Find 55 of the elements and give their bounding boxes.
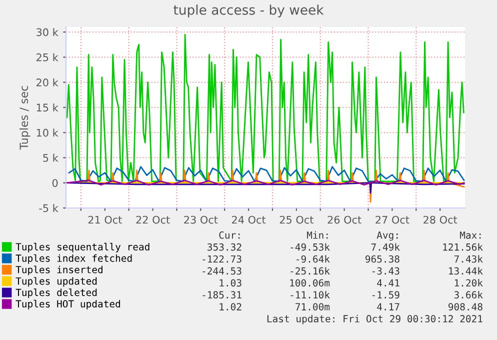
text: 965.38 [365,255,400,263]
x-tick-label: 25 Oct [280,216,314,224]
text: 7.43k [454,255,483,263]
x-tick-label: 23 Oct [184,216,218,224]
x-tick-label: 28 Oct [424,216,458,224]
text: 1.20k [454,279,483,287]
text: -122.73 [202,255,242,263]
y-tick-label: 0 [52,179,58,187]
y-tick-label: 30 k [36,28,58,36]
text: 121.56k [443,243,483,251]
x-tick-label: 22 Oct [136,216,170,224]
text: -25.16k [290,267,330,275]
y-axis-title: Tuples / sec [19,86,30,150]
text: Max: [460,232,481,239]
line-series [68,166,465,183]
y-tick-label: 5 k [43,154,58,162]
text: 908.48 [448,303,482,310]
text: 1.02 [220,303,242,310]
legend-label: Tuples updated [16,277,97,287]
text: Avg: [376,232,398,241]
text: Cur: [219,231,240,239]
text: Min: [306,231,328,239]
legend-label: Tuples HOT updated [16,300,120,310]
y-tick-label: 15 k [36,103,58,112]
x-tick-label: 26 Oct [328,216,362,224]
x-tick-label: 24 Oct [232,216,266,224]
text: -11.10k [290,290,330,299]
y-tick-label: 10 k [36,128,58,137]
legend-label: Tuples index fetched [16,254,132,264]
text: 100.06m [290,279,330,287]
text: 71.00m [296,303,330,310]
text: 353.32 [208,243,242,251]
text: -1.59 [372,291,400,299]
text: Last update: Fri Oct 29 00:30:12 2021 [267,314,482,324]
y-tick-label: 20 k [36,78,58,86]
y-tick-label: -5 k [39,204,58,212]
text: 4.41 [377,279,400,286]
text: -244.53 [202,267,242,275]
text: 3.66k [454,290,483,299]
text: 7.49k [371,243,400,251]
text: -9.64k [296,255,330,263]
legend-label: Tuples deleted [16,288,97,298]
x-tick-label: 27 Oct [376,216,410,224]
text: 1.03 [220,279,242,287]
text: 4.17 [377,303,400,310]
line-series [66,34,464,183]
x-tick-label: 21 Oct [88,216,122,224]
legend-label: Tuples inserted [16,266,102,276]
y-tick-label: 25 k [36,53,58,62]
legend-label: Tuples sequentally read [16,242,150,252]
text: -49.53k [290,243,330,251]
chart-title: tuple access - by week [174,4,324,18]
text: -3.43 [372,267,400,275]
text: 13.44k [449,267,483,275]
text: -185.31 [202,291,242,299]
